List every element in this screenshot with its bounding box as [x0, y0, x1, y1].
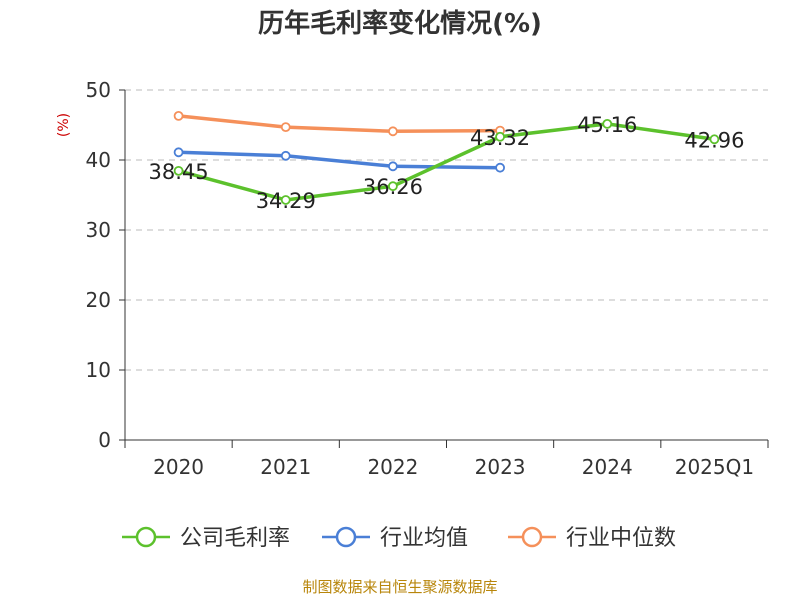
y-tick-label: 40 — [86, 148, 111, 172]
series — [173, 111, 720, 205]
y-tick-label: 0 — [98, 428, 111, 452]
series-line-1 — [178, 150, 501, 170]
x-tick-label: 2025Q1 — [675, 455, 754, 479]
x-tick-label: 2022 — [367, 455, 418, 479]
axes: 0 10 20 30 40 50 2020 2021 2022 2023 2024 2025Q1 — [86, 78, 769, 479]
series-1-point[interactable] — [173, 147, 184, 158]
series-0-point[interactable] — [280, 195, 291, 205]
series-0-point[interactable] — [709, 134, 720, 145]
y-axis-unit: (%) — [56, 113, 72, 137]
data-label: 36.26 — [363, 175, 423, 199]
series-0-point[interactable] — [388, 181, 398, 192]
series-1-point[interactable] — [388, 161, 398, 172]
data-label: 45.16 — [577, 113, 637, 137]
legend[interactable]: 公司毛利率 行业均值 行业中位数 — [122, 526, 676, 551]
y-tick-label: 20 — [86, 288, 111, 312]
x-tick-label: 2021 — [260, 455, 311, 479]
y-tick-label: 50 — [86, 78, 111, 102]
legend-item-1[interactable]: 行业均值 — [322, 526, 468, 551]
x-tick-label: 2024 — [582, 455, 633, 479]
series-2-point[interactable] — [388, 126, 398, 137]
legend-marker — [335, 526, 357, 548]
x-tick-label: 2023 — [475, 455, 526, 479]
source-note: 制图数据来自恒生聚源数据库 — [302, 578, 497, 596]
series-1-point[interactable] — [280, 150, 291, 161]
data-label: 34.29 — [256, 189, 316, 213]
series-line-0 — [178, 122, 715, 202]
chart-title: 历年毛利率变化情况(%) — [258, 8, 542, 39]
legend-marker — [521, 526, 543, 548]
data-label: 43.32 — [470, 126, 530, 150]
data-label: 38.45 — [149, 160, 209, 184]
data-labels: 38.45 34.29 36.26 43.32 45.16 42.96 — [149, 113, 745, 213]
legend-item-0[interactable]: 公司毛利率 — [122, 526, 290, 551]
x-tick-label: 2020 — [153, 455, 204, 479]
y-tick-label: 10 — [86, 358, 111, 382]
legend-item-2[interactable]: 行业中位数 — [508, 526, 676, 551]
series-1-point[interactable] — [495, 162, 505, 173]
series-0-point[interactable] — [602, 118, 613, 129]
y-tick-label: 30 — [86, 218, 111, 242]
series-0-point[interactable] — [495, 131, 505, 142]
data-label: 42.96 — [684, 128, 744, 152]
series-line-2 — [178, 114, 501, 134]
series-0-point[interactable] — [173, 165, 184, 176]
legend-label: 行业中位数 — [566, 526, 676, 551]
series-2-point[interactable] — [173, 111, 184, 121]
legend-label: 公司毛利率 — [180, 526, 290, 551]
legend-marker — [135, 526, 157, 548]
series-2-point[interactable] — [280, 122, 291, 132]
legend-label: 行业均值 — [380, 526, 468, 551]
